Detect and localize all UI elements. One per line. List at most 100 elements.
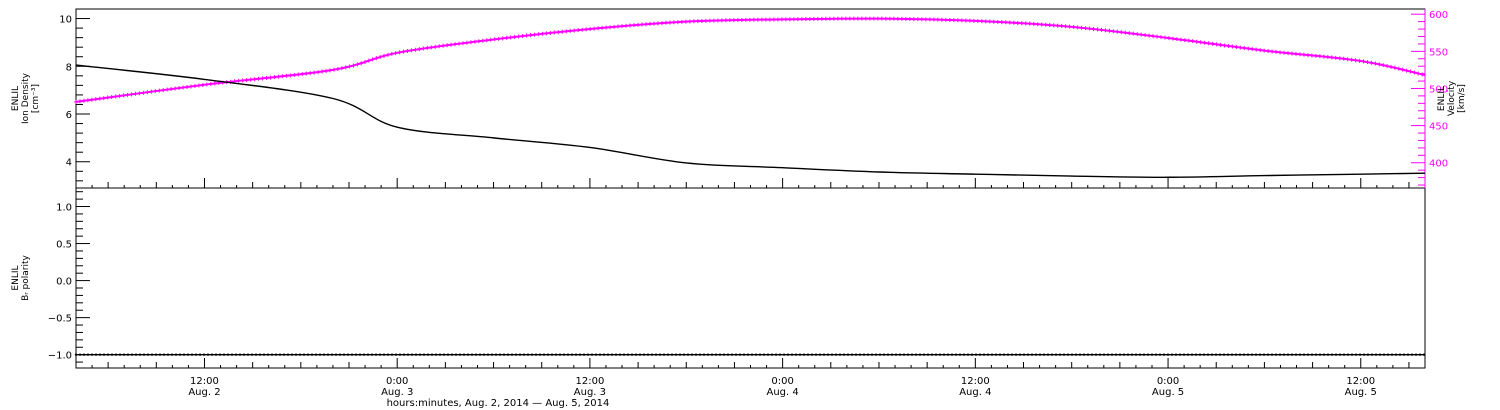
series-point: [294, 353, 298, 356]
series-point: [1390, 353, 1394, 356]
series-point: [747, 17, 752, 22]
series-point: [355, 62, 360, 67]
series-point: [671, 20, 676, 25]
series-point: [902, 353, 906, 356]
series-point: [1010, 353, 1014, 356]
series-point: [951, 18, 956, 23]
series-point: [1369, 60, 1374, 65]
series-point: [166, 353, 170, 356]
series-point: [1238, 353, 1242, 356]
series-point: [690, 353, 694, 356]
series-point: [584, 27, 589, 32]
series-point: [318, 353, 322, 356]
series-point: [472, 39, 477, 44]
series-point: [466, 353, 470, 356]
series-point: [1190, 39, 1195, 44]
series-point: [714, 353, 718, 356]
series-point: [1293, 51, 1298, 56]
series-point: [494, 353, 498, 356]
series-point: [766, 353, 770, 356]
series-point: [847, 16, 852, 21]
series-point: [488, 37, 493, 42]
series-point: [574, 353, 578, 356]
series-point: [109, 95, 114, 100]
series-point: [683, 19, 688, 24]
series-point: [706, 353, 710, 356]
series-point: [767, 17, 772, 22]
series-point: [330, 353, 334, 356]
series-point: [208, 81, 213, 86]
series-point: [1246, 46, 1251, 51]
series-point: [1318, 353, 1322, 356]
y-tick-label-left: −1.0: [48, 351, 72, 362]
series-point: [441, 43, 446, 48]
series-point: [618, 353, 622, 356]
series-point: [679, 19, 684, 24]
series-point: [1302, 353, 1306, 356]
y-axis-title-left: [cm⁻³]: [31, 84, 41, 113]
series-point: [715, 18, 720, 23]
series-point: [1381, 63, 1386, 68]
series-point: [1031, 21, 1036, 26]
series-point: [947, 17, 952, 22]
series-point: [783, 17, 788, 22]
series-point: [647, 21, 652, 26]
series-point: [343, 65, 348, 70]
series-point: [1030, 353, 1034, 356]
series-point: [326, 353, 330, 356]
series-point: [1086, 353, 1090, 356]
series-point: [628, 23, 633, 28]
series-point: [1222, 43, 1227, 48]
series-point: [78, 353, 82, 356]
series-point: [795, 17, 800, 22]
series-point: [486, 353, 490, 356]
series-point: [608, 25, 613, 30]
series-point: [1163, 35, 1167, 40]
series-point: [288, 73, 293, 78]
series-point: [994, 353, 998, 356]
series-point: [794, 353, 798, 356]
series-point: [300, 72, 305, 77]
series-point: [1238, 45, 1243, 50]
series-point: [74, 353, 78, 356]
series-point: [974, 353, 978, 356]
series-point: [90, 353, 94, 356]
series-point: [823, 16, 828, 21]
series-point: [1230, 353, 1234, 356]
x-tick-label-date: Aug. 3: [574, 387, 606, 398]
series-point: [1210, 41, 1215, 46]
series-point: [181, 85, 186, 90]
series-point: [663, 20, 668, 25]
series-point: [274, 353, 278, 356]
series-point: [1286, 51, 1291, 56]
series-point: [1051, 23, 1056, 28]
series-point: [414, 353, 418, 356]
series-point: [959, 18, 964, 23]
y-tick-label-left: 10: [59, 15, 72, 26]
series-point: [554, 353, 558, 356]
series-point: [524, 33, 529, 38]
series-point: [1321, 54, 1326, 59]
series-point: [1166, 353, 1170, 356]
series-point: [122, 353, 126, 356]
series-point: [256, 76, 261, 81]
series-point: [244, 78, 249, 83]
series-point: [578, 353, 582, 356]
y-axis-title-left: ENLIL: [11, 86, 21, 111]
series-point: [394, 353, 398, 356]
series-point: [1178, 37, 1183, 42]
series-point: [1054, 353, 1058, 356]
series-point: [338, 353, 342, 356]
series-point: [576, 28, 581, 33]
series-point: [707, 18, 712, 23]
series-point: [178, 353, 182, 356]
series-point: [582, 353, 586, 356]
x-tick-label-date: Aug. 3: [381, 387, 413, 398]
series-point: [1374, 353, 1378, 356]
series-point: [240, 78, 245, 83]
series-point: [983, 19, 988, 24]
series-point: [895, 16, 900, 21]
series-point: [498, 353, 502, 356]
series-point: [1262, 353, 1266, 356]
series-point: [1357, 58, 1362, 63]
